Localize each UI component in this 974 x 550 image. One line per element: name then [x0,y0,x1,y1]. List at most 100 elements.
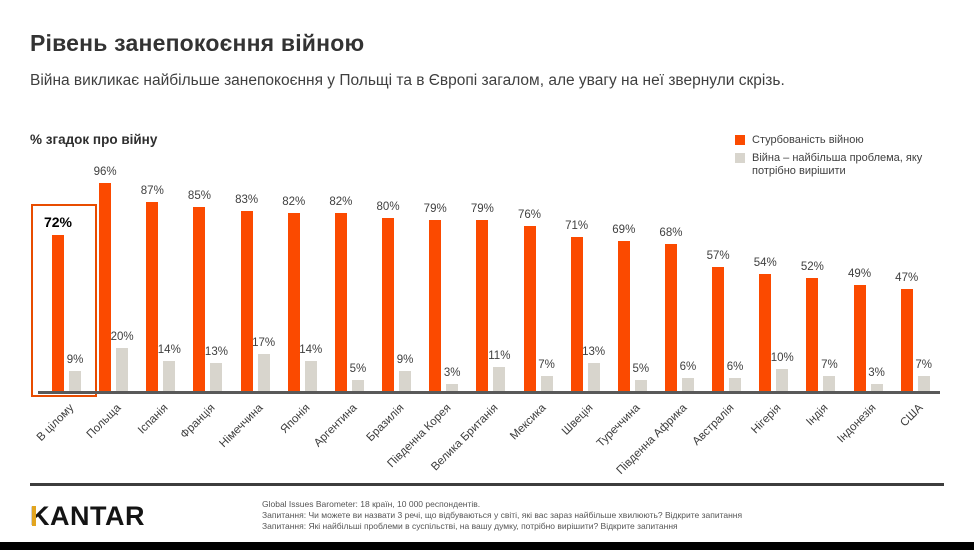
bar-concern [664,243,677,391]
value-label-concern: 49% [848,267,872,280]
value-label-problem: 9% [66,354,84,367]
bar-concern [759,273,772,391]
kantar-logo: KANTAR [30,501,145,531]
value-label-problem: 10% [770,352,794,365]
legend-item-problem: Війна – найбільша проблема, яку потрібно… [735,152,943,178]
kantar-logo-text: KANTAR [30,501,145,531]
bar-problem [493,367,506,391]
value-label-concern: 80% [376,200,400,213]
value-label-problem: 14% [299,343,323,356]
value-label-concern: 72% [43,213,73,230]
value-label-problem: 13% [582,345,606,358]
bar-concern [900,289,913,391]
value-label-concern: 79% [423,202,447,215]
value-label-problem: 5% [632,363,650,376]
value-label-concern: 69% [612,224,636,237]
bar-problem [681,377,694,391]
value-label-concern: 85% [187,189,211,202]
value-label-problem: 7% [538,358,555,371]
x-axis-line [38,391,940,394]
bar-problem [540,375,553,391]
value-label-problem: 13% [204,345,228,358]
bar-concern [334,213,347,391]
legend-label-concern: Стурбованість війною [752,134,864,146]
bar-concern [853,284,866,391]
bar-problem [776,369,789,391]
value-label-problem: 3% [443,367,461,380]
bar-problem [304,360,317,391]
value-label-problem: 3% [868,367,885,380]
bar-concern [523,226,536,391]
value-label-concern: 83% [235,194,259,207]
value-label-concern: 68% [659,226,683,239]
y-axis-title: % згадок про війну [30,132,158,147]
bar-problem [257,354,270,391]
bar-concern [52,234,64,391]
bar-problem [116,347,129,391]
value-label-problem: 6% [679,360,697,373]
bar-concern [146,202,159,391]
value-label-concern: 82% [329,196,353,209]
bar-problem [210,362,223,391]
bar-problem [69,371,81,391]
value-label-concern: 96% [93,165,117,178]
bar-chart-plot: 72% 9% В цілому 96% 20% Польща 87% 14% Іспанія 85… [30,130,944,482]
bottom-black-bar [0,542,974,550]
bar-concern [99,182,112,391]
value-label-concern: 57% [706,250,730,263]
chart-legend: Стурбованість війною Війна – найбільша п… [735,134,943,183]
footnote-question-2: Запитання: Які найбільші проблеми в сусп… [262,521,678,531]
footnotes: Global Issues Barometer: 18 країн, 10 00… [262,499,742,532]
value-label-concern: 71% [565,220,589,233]
bar-concern [429,219,442,391]
bar-problem [351,380,364,391]
bar-problem [446,384,459,391]
legend-swatch-orange [735,135,745,145]
value-label-problem: 9% [396,354,414,367]
legend-item-concern: Стурбованість війною [735,134,943,147]
value-label-problem: 7% [915,358,932,371]
bar-problem [729,377,742,391]
legend-label-problem: Війна – найбільша проблема, яку потрібно… [752,152,923,177]
value-label-problem: 7% [821,358,838,371]
bar-problem [399,371,412,391]
kantar-logo-gold-bar [32,506,36,526]
highlight-box-overall [31,204,97,397]
value-label-concern: 54% [753,256,777,269]
value-label-problem: 5% [349,363,367,376]
bar-concern [240,211,253,391]
bar-concern [617,241,630,391]
value-label-problem: 20% [110,330,134,343]
footnote-question-1: Запитання: Чи можете ви назвати 3 речі, … [262,510,743,520]
bar-problem [870,384,883,391]
bar-problem [823,375,836,391]
footnote-source: Global Issues Barometer: 18 країн, 10 00… [262,499,481,509]
bar-concern [712,267,725,391]
bar-concern [806,278,819,391]
bar-chart: % згадок про війну Стурбованість війною … [30,130,944,482]
value-label-concern: 47% [895,272,919,285]
value-label-concern: 76% [517,209,542,222]
footer-divider [30,483,944,486]
value-label-concern: 79% [470,202,494,215]
value-label-concern: 52% [800,261,824,274]
bar-concern [287,213,300,391]
value-label-problem: 14% [157,343,181,356]
bar-problem [587,362,600,391]
subtitle: Війна викликає найбільше занепокоєння у … [30,72,785,89]
value-label-problem: 17% [252,337,276,350]
bar-concern [193,206,206,391]
bar-problem [917,375,930,391]
value-label-concern: 82% [282,196,306,209]
value-label-problem: 11% [488,350,511,363]
value-label-concern: 87% [140,185,164,198]
bar-concern [570,237,583,391]
bar-concern [476,219,489,391]
bar-concern [382,217,395,391]
value-label-problem: 6% [726,360,744,373]
legend-swatch-gray [735,153,745,163]
page-title: Рівень занепокоєння війною [30,30,365,56]
bar-problem [163,360,176,391]
bar-problem [634,380,647,391]
